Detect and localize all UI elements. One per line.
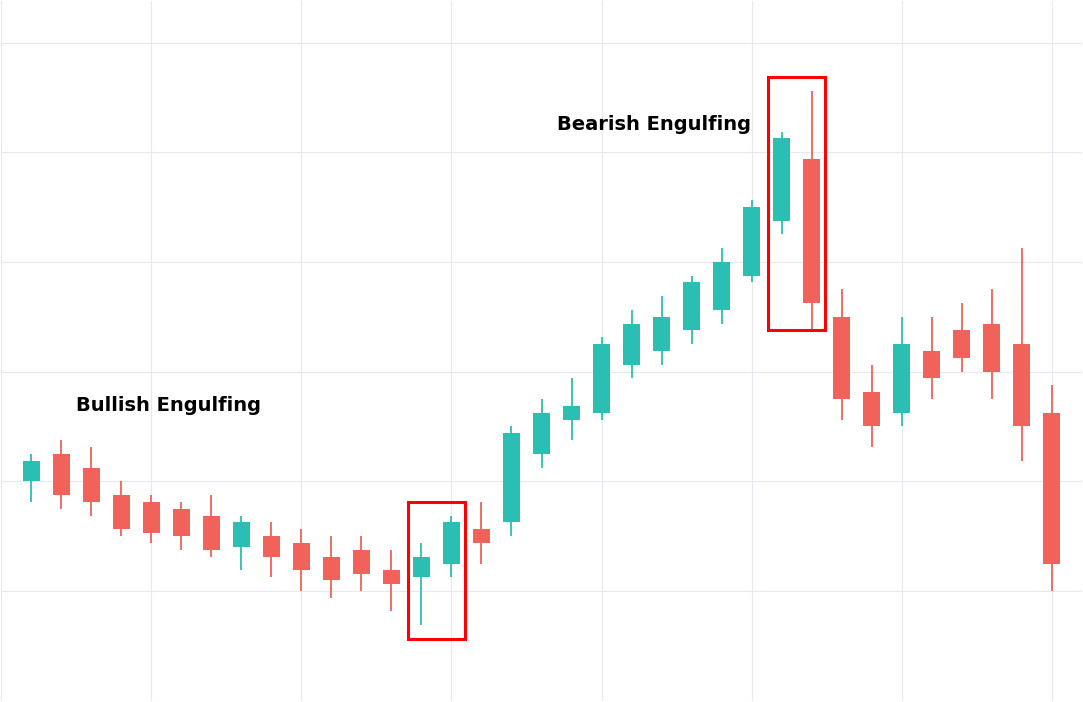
- FancyBboxPatch shape: [23, 461, 40, 482]
- FancyBboxPatch shape: [293, 543, 310, 570]
- FancyBboxPatch shape: [624, 324, 640, 365]
- FancyBboxPatch shape: [473, 529, 490, 543]
- FancyBboxPatch shape: [113, 495, 130, 529]
- FancyBboxPatch shape: [443, 522, 459, 564]
- Text: Bearish Engulfing: Bearish Engulfing: [557, 115, 751, 134]
- Bar: [768, 77, 825, 331]
- FancyBboxPatch shape: [953, 331, 970, 358]
- FancyBboxPatch shape: [533, 413, 550, 453]
- FancyBboxPatch shape: [353, 550, 369, 574]
- FancyBboxPatch shape: [683, 282, 700, 331]
- FancyBboxPatch shape: [414, 557, 430, 577]
- FancyBboxPatch shape: [924, 351, 940, 378]
- FancyBboxPatch shape: [504, 433, 520, 522]
- Bar: [408, 502, 465, 639]
- FancyBboxPatch shape: [383, 570, 400, 584]
- Text: Bullish Engulfing: Bullish Engulfing: [77, 397, 261, 416]
- FancyBboxPatch shape: [893, 344, 910, 413]
- FancyBboxPatch shape: [173, 509, 190, 536]
- FancyBboxPatch shape: [653, 317, 669, 351]
- FancyBboxPatch shape: [83, 468, 100, 502]
- FancyBboxPatch shape: [233, 522, 250, 547]
- FancyBboxPatch shape: [863, 392, 879, 426]
- FancyBboxPatch shape: [143, 502, 159, 534]
- FancyBboxPatch shape: [804, 159, 820, 303]
- FancyBboxPatch shape: [714, 262, 730, 310]
- FancyBboxPatch shape: [323, 557, 340, 580]
- FancyBboxPatch shape: [563, 406, 579, 420]
- FancyBboxPatch shape: [773, 138, 790, 220]
- FancyBboxPatch shape: [53, 453, 69, 495]
- FancyBboxPatch shape: [593, 344, 610, 413]
- FancyBboxPatch shape: [743, 207, 760, 276]
- FancyBboxPatch shape: [263, 536, 279, 557]
- FancyBboxPatch shape: [1043, 413, 1060, 564]
- FancyBboxPatch shape: [1014, 344, 1030, 426]
- FancyBboxPatch shape: [833, 317, 850, 399]
- FancyBboxPatch shape: [983, 324, 1000, 371]
- FancyBboxPatch shape: [204, 515, 220, 550]
